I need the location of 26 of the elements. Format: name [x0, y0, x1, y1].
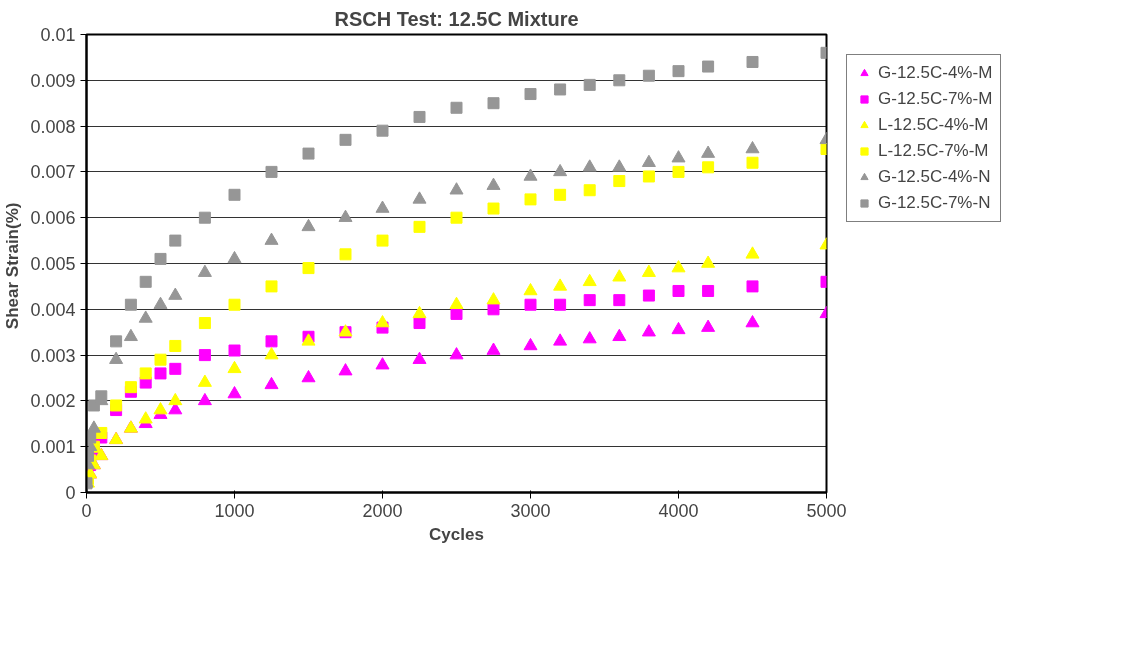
- x-tick-label: 4000: [658, 500, 699, 521]
- legend-label: G-12.5C-4%-M: [878, 63, 993, 83]
- y-tick-label: 0.008: [30, 116, 76, 137]
- y-tick-label: 0.009: [30, 70, 76, 91]
- x-tick-label: 1000: [214, 500, 255, 521]
- y-tick-label: 0.01: [40, 25, 76, 45]
- y-axis-title: Shear Strain(%): [3, 202, 23, 330]
- y-tick-label: 0.002: [30, 391, 76, 412]
- x-tick-label: 5000: [806, 500, 847, 521]
- y-tick-label: 0.006: [30, 208, 76, 229]
- x-tick-label: 2000: [362, 500, 403, 521]
- y-tick-label: 0.007: [30, 162, 76, 183]
- legend-label: L-12.5C-7%-M: [878, 141, 989, 161]
- y-tick-label: 0: [65, 483, 76, 503]
- y-tick-label: 0.001: [30, 437, 76, 458]
- x-tick-label: 3000: [510, 500, 551, 521]
- chart-title: RSCH Test: 12.5C Mixture: [334, 7, 579, 30]
- x-tick-label: 0: [81, 500, 92, 521]
- y-tick-label: 0.004: [30, 299, 76, 320]
- y-tick-label: 0.005: [30, 254, 76, 274]
- y-tick-label: 0.003: [30, 345, 76, 366]
- legend-label: G-12.5C-7%-M: [878, 89, 993, 109]
- legend-label: G-12.5C-7%-N: [878, 193, 991, 213]
- x-axis-title: Cycles: [429, 524, 484, 544]
- legend-label: G-12.5C-4%-N: [878, 167, 991, 187]
- legend-label: L-12.5C-4%-M: [878, 115, 989, 135]
